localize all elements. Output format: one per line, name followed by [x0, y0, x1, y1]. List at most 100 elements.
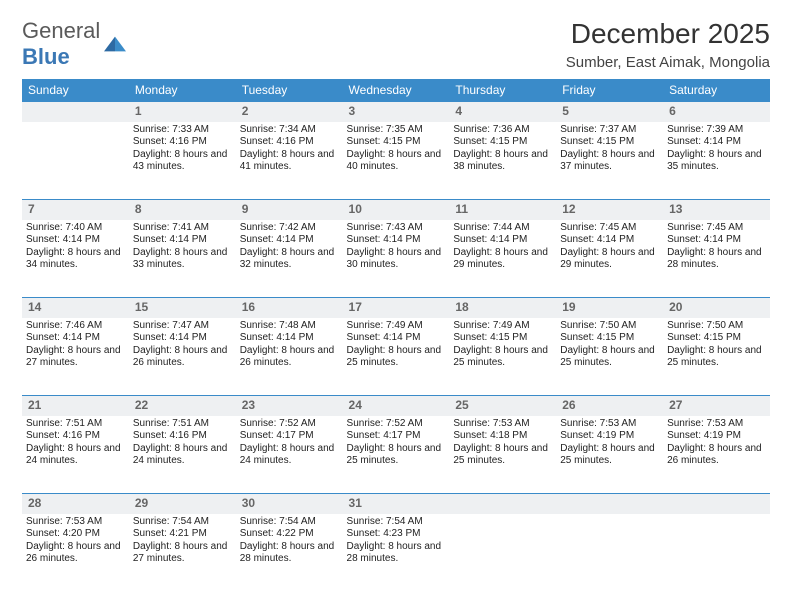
info-cell: Sunrise: 7:52 AMSunset: 4:17 PMDaylight:… [343, 416, 450, 494]
sunset-text: Sunset: 4:14 PM [240, 234, 339, 247]
daylight-text: Daylight: 8 hours and 33 minutes. [133, 247, 232, 272]
day-number: 20 [669, 300, 682, 314]
sunset-text: Sunset: 4:14 PM [133, 234, 232, 247]
day-number: 16 [242, 300, 255, 314]
info-row: Sunrise: 7:33 AMSunset: 4:16 PMDaylight:… [22, 122, 770, 200]
daynum-cell [663, 494, 770, 514]
sunset-text: Sunset: 4:14 PM [453, 234, 552, 247]
daynum-cell: 16 [236, 298, 343, 318]
info-cell: Sunrise: 7:45 AMSunset: 4:14 PMDaylight:… [556, 220, 663, 298]
info-cell: Sunrise: 7:54 AMSunset: 4:22 PMDaylight:… [236, 514, 343, 592]
sunset-text: Sunset: 4:15 PM [453, 332, 552, 345]
daynum-cell: 25 [449, 396, 556, 416]
dayheader-thu: Thursday [449, 79, 556, 102]
sunset-text: Sunset: 4:14 PM [347, 234, 446, 247]
sunset-text: Sunset: 4:19 PM [560, 430, 659, 443]
daynum-cell: 3 [343, 102, 450, 122]
sunrise-text: Sunrise: 7:54 AM [347, 516, 446, 529]
daynum-row: 14 15 16 1718 19 20 [22, 298, 770, 318]
sunrise-text: Sunrise: 7:39 AM [667, 124, 766, 137]
daynum-cell: 4 [449, 102, 556, 122]
sunrise-text: Sunrise: 7:45 AM [560, 222, 659, 235]
day-number: 22 [135, 398, 148, 412]
daylight-text: Daylight: 8 hours and 25 minutes. [347, 443, 446, 468]
dayheader-tue: Tuesday [236, 79, 343, 102]
daynum-cell: 9 [236, 200, 343, 220]
logo: General Blue [22, 18, 126, 70]
sunrise-text: Sunrise: 7:42 AM [240, 222, 339, 235]
info-cell: Sunrise: 7:49 AMSunset: 4:15 PMDaylight:… [449, 318, 556, 396]
day-number: 13 [669, 202, 682, 216]
daylight-text: Daylight: 8 hours and 26 minutes. [133, 345, 232, 370]
day-number: 5 [562, 104, 569, 118]
title-block: December 2025 Sumber, East Aimak, Mongol… [566, 18, 770, 71]
daylight-text: Daylight: 8 hours and 41 minutes. [240, 149, 339, 174]
info-cell: Sunrise: 7:50 AMSunset: 4:15 PMDaylight:… [556, 318, 663, 396]
sunrise-text: Sunrise: 7:49 AM [453, 320, 552, 333]
day-number: 23 [242, 398, 255, 412]
sunrise-text: Sunrise: 7:54 AM [240, 516, 339, 529]
day-number: 26 [562, 398, 575, 412]
sunset-text: Sunset: 4:23 PM [347, 528, 446, 541]
daylight-text: Daylight: 8 hours and 25 minutes. [453, 345, 552, 370]
info-cell: Sunrise: 7:50 AMSunset: 4:15 PMDaylight:… [663, 318, 770, 396]
info-cell: Sunrise: 7:52 AMSunset: 4:17 PMDaylight:… [236, 416, 343, 494]
sunrise-text: Sunrise: 7:50 AM [560, 320, 659, 333]
sunrise-text: Sunrise: 7:33 AM [133, 124, 232, 137]
sunrise-text: Sunrise: 7:49 AM [347, 320, 446, 333]
day-header-row: Sunday Monday Tuesday Wednesday Thursday… [22, 79, 770, 102]
sunset-text: Sunset: 4:15 PM [560, 136, 659, 149]
daylight-text: Daylight: 8 hours and 37 minutes. [560, 149, 659, 174]
day-number: 1 [135, 104, 142, 118]
daylight-text: Daylight: 8 hours and 28 minutes. [240, 541, 339, 566]
day-number: 7 [28, 202, 35, 216]
sunrise-text: Sunrise: 7:35 AM [347, 124, 446, 137]
info-cell: Sunrise: 7:53 AMSunset: 4:19 PMDaylight:… [556, 416, 663, 494]
daylight-text: Daylight: 8 hours and 25 minutes. [347, 345, 446, 370]
sunset-text: Sunset: 4:14 PM [240, 332, 339, 345]
location-text: Sumber, East Aimak, Mongolia [566, 54, 770, 71]
daylight-text: Daylight: 8 hours and 43 minutes. [133, 149, 232, 174]
day-number: 14 [28, 300, 41, 314]
day-number: 19 [562, 300, 575, 314]
daynum-cell [22, 102, 129, 122]
sunrise-text: Sunrise: 7:46 AM [26, 320, 125, 333]
daylight-text: Daylight: 8 hours and 25 minutes. [453, 443, 552, 468]
info-cell: Sunrise: 7:49 AMSunset: 4:14 PMDaylight:… [343, 318, 450, 396]
daylight-text: Daylight: 8 hours and 34 minutes. [26, 247, 125, 272]
daynum-cell: 10 [343, 200, 450, 220]
day-number: 15 [135, 300, 148, 314]
day-number: 8 [135, 202, 142, 216]
info-row: Sunrise: 7:53 AMSunset: 4:20 PMDaylight:… [22, 514, 770, 592]
sunset-text: Sunset: 4:16 PM [240, 136, 339, 149]
daynum-cell [449, 494, 556, 514]
info-cell: Sunrise: 7:34 AMSunset: 4:16 PMDaylight:… [236, 122, 343, 200]
sunset-text: Sunset: 4:14 PM [26, 234, 125, 247]
daylight-text: Daylight: 8 hours and 25 minutes. [560, 443, 659, 468]
sunset-text: Sunset: 4:18 PM [453, 430, 552, 443]
daynum-cell: 12 [556, 200, 663, 220]
info-cell: Sunrise: 7:45 AMSunset: 4:14 PMDaylight:… [663, 220, 770, 298]
daylight-text: Daylight: 8 hours and 24 minutes. [133, 443, 232, 468]
info-cell [663, 514, 770, 592]
daynum-cell: 1 [129, 102, 236, 122]
sunset-text: Sunset: 4:14 PM [667, 136, 766, 149]
sunrise-text: Sunrise: 7:53 AM [667, 418, 766, 431]
daynum-cell: 18 [449, 298, 556, 318]
sunrise-text: Sunrise: 7:54 AM [133, 516, 232, 529]
daynum-cell: 27 [663, 396, 770, 416]
daynum-cell: 17 [343, 298, 450, 318]
sunset-text: Sunset: 4:14 PM [26, 332, 125, 345]
daynum-cell: 13 [663, 200, 770, 220]
daylight-text: Daylight: 8 hours and 38 minutes. [453, 149, 552, 174]
daynum-cell: 22 [129, 396, 236, 416]
info-cell: Sunrise: 7:47 AMSunset: 4:14 PMDaylight:… [129, 318, 236, 396]
info-cell: Sunrise: 7:42 AMSunset: 4:14 PMDaylight:… [236, 220, 343, 298]
info-cell: Sunrise: 7:54 AMSunset: 4:23 PMDaylight:… [343, 514, 450, 592]
sunrise-text: Sunrise: 7:48 AM [240, 320, 339, 333]
sunset-text: Sunset: 4:15 PM [560, 332, 659, 345]
daylight-text: Daylight: 8 hours and 32 minutes. [240, 247, 339, 272]
day-number: 2 [242, 104, 249, 118]
daynum-cell: 14 [22, 298, 129, 318]
info-row: Sunrise: 7:46 AMSunset: 4:14 PMDaylight:… [22, 318, 770, 396]
